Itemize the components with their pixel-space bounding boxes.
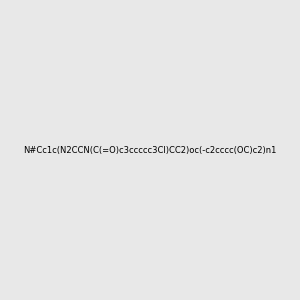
Text: N#Cc1c(N2CCN(C(=O)c3ccccc3Cl)CC2)oc(-c2cccc(OC)c2)n1: N#Cc1c(N2CCN(C(=O)c3ccccc3Cl)CC2)oc(-c2c… [23, 146, 277, 154]
